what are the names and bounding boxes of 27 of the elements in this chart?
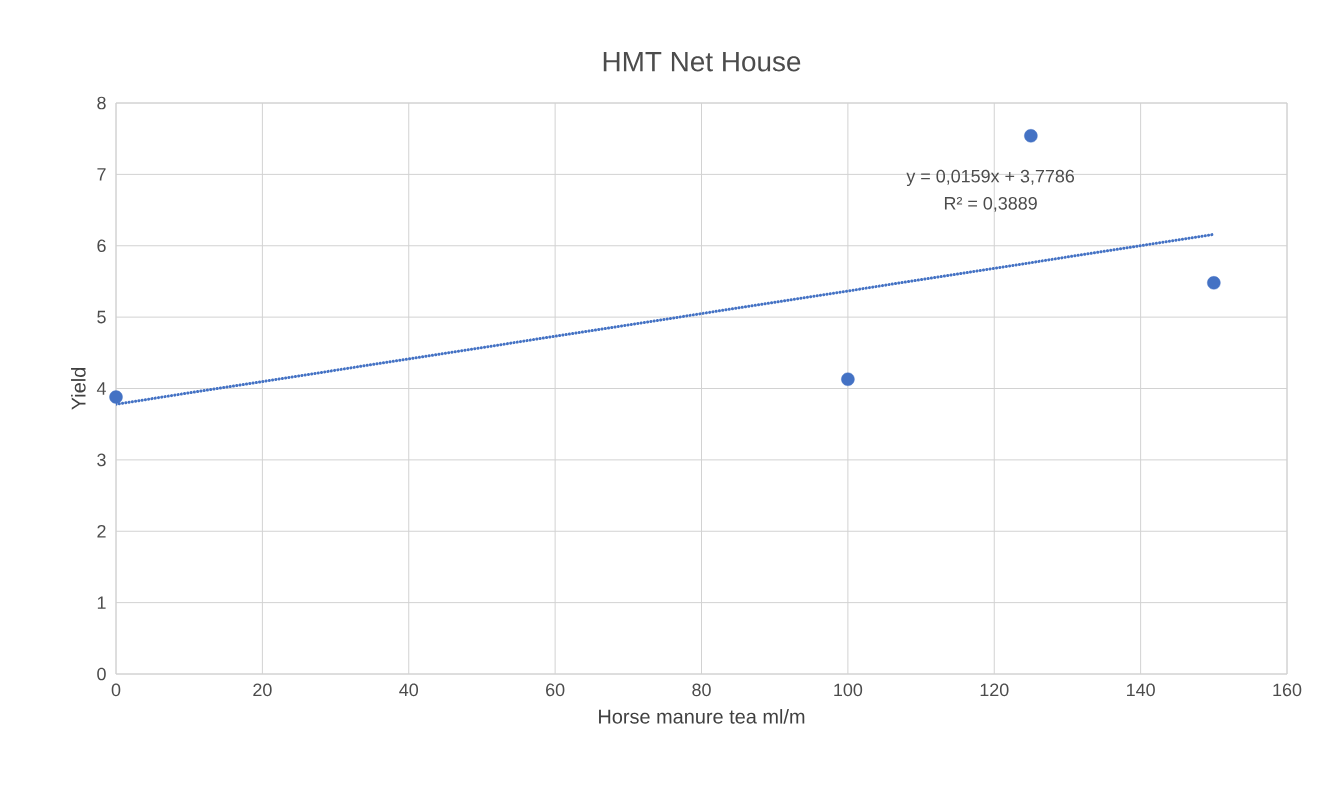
y-tick-label: 3 (97, 453, 106, 467)
y-tick-label: 5 (97, 310, 106, 324)
point (1024, 129, 1038, 143)
annotation: y = 0,0159x + 3,7786 (906, 169, 1075, 187)
y-tick-label: 4 (96, 382, 106, 395)
point (841, 372, 855, 386)
y-tick-label: 6 (97, 239, 106, 253)
x-axis-title: Horse manure tea ml/m (599, 709, 805, 724)
x-tick-label: 100 (834, 683, 863, 697)
x-tick-label: 140 (1127, 683, 1155, 697)
point (109, 390, 123, 404)
x-tick-label: 60 (546, 683, 565, 697)
y-axis-title: Yield (71, 368, 86, 410)
y-tick-label: 1 (97, 596, 106, 609)
y-tick-label: 8 (97, 96, 106, 110)
y-tick-label: 2 (97, 524, 106, 538)
x-tick-label: 0 (111, 683, 121, 697)
x-tick-label: 80 (692, 683, 711, 697)
x-tick-label: 20 (253, 683, 272, 697)
y-tick-label: 0 (97, 667, 106, 681)
y-tick-label: 7 (97, 168, 106, 181)
x-tick-label: 40 (399, 683, 419, 697)
chart-title: HMT Net House (603, 52, 801, 72)
point (1207, 276, 1221, 290)
x-tick-label: 120 (980, 683, 1009, 697)
x-tick-label: 160 (1273, 683, 1302, 697)
annotation: R² = 0,3889 (944, 196, 1037, 212)
